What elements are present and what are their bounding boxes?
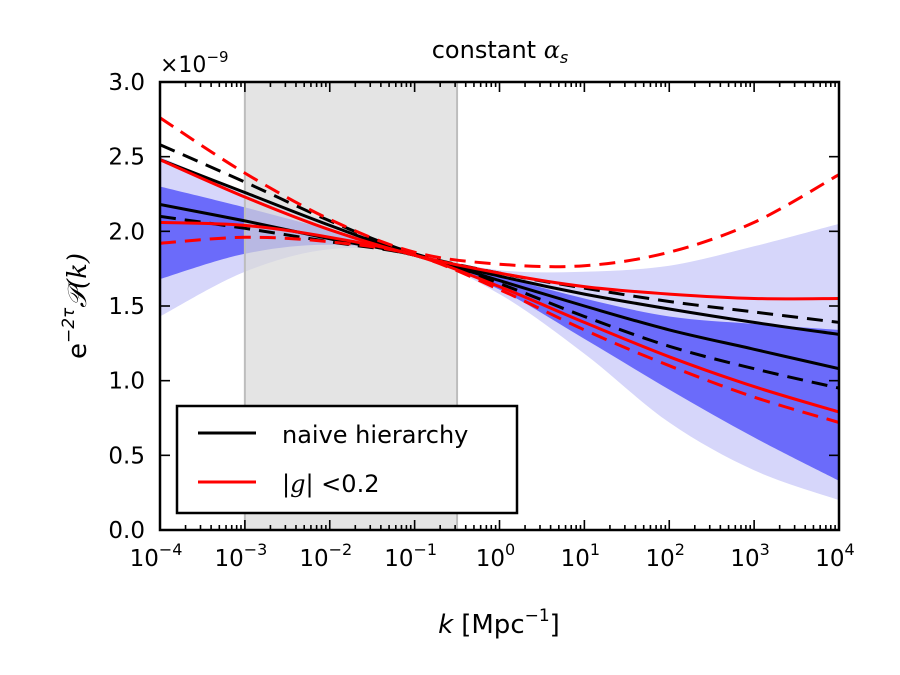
legend-label-naive-hierarchy: naive hierarchy xyxy=(282,421,468,449)
series-line-7 xyxy=(160,235,839,424)
y-tick-label: 0.5 xyxy=(108,443,145,469)
legend-box xyxy=(175,404,519,515)
x-tick-label: 101 xyxy=(561,540,600,572)
x-tick-label: 10−3 xyxy=(214,540,267,572)
series-line-3 xyxy=(160,214,839,390)
x-tick-label: 100 xyxy=(476,540,515,572)
axis-multiplier: ×10−9 xyxy=(160,48,229,78)
x-tick-label: 103 xyxy=(730,540,769,572)
y-axis-label: e−2τ𝒫(k) xyxy=(59,253,93,359)
series-line-6 xyxy=(160,116,839,269)
x-tick-label: 102 xyxy=(646,540,685,572)
x-axis-label: k [Mpc−1] xyxy=(438,606,560,640)
x-tick-label: 10−2 xyxy=(299,540,352,572)
y-tick-label: 1.0 xyxy=(108,369,145,395)
x-tick-label: 10−1 xyxy=(384,540,437,572)
series-line-4 xyxy=(160,158,839,301)
series-line-1 xyxy=(160,203,839,371)
y-tick-label: 2.5 xyxy=(108,145,145,171)
x-tick-labels: 10−4 10−3 10−2 10−1 100 101 102 103 104 xyxy=(130,540,855,572)
y-tick-labels: 0.0 0.5 1.0 1.5 2.0 2.5 3.0 xyxy=(108,70,145,544)
band-1 xyxy=(160,186,839,481)
y-tick-label: 1.5 xyxy=(108,294,145,320)
y-tick-label: 2.0 xyxy=(108,219,145,245)
series-line-0 xyxy=(160,158,839,336)
legend-label-g-cut: |g| <0.2 xyxy=(282,470,379,498)
legend: naive hierarchy |g| <0.2 xyxy=(175,404,519,515)
plot-frame xyxy=(158,80,841,532)
x-tick-label: 104 xyxy=(815,540,854,572)
x-tick-label: 10−4 xyxy=(130,540,183,572)
series-line-5 xyxy=(160,220,839,414)
y-tick-label: 3.0 xyxy=(108,70,145,96)
y-tick-label: 0.0 xyxy=(108,518,145,544)
chart-title: constant αs xyxy=(432,36,569,67)
series-lines xyxy=(160,116,839,424)
